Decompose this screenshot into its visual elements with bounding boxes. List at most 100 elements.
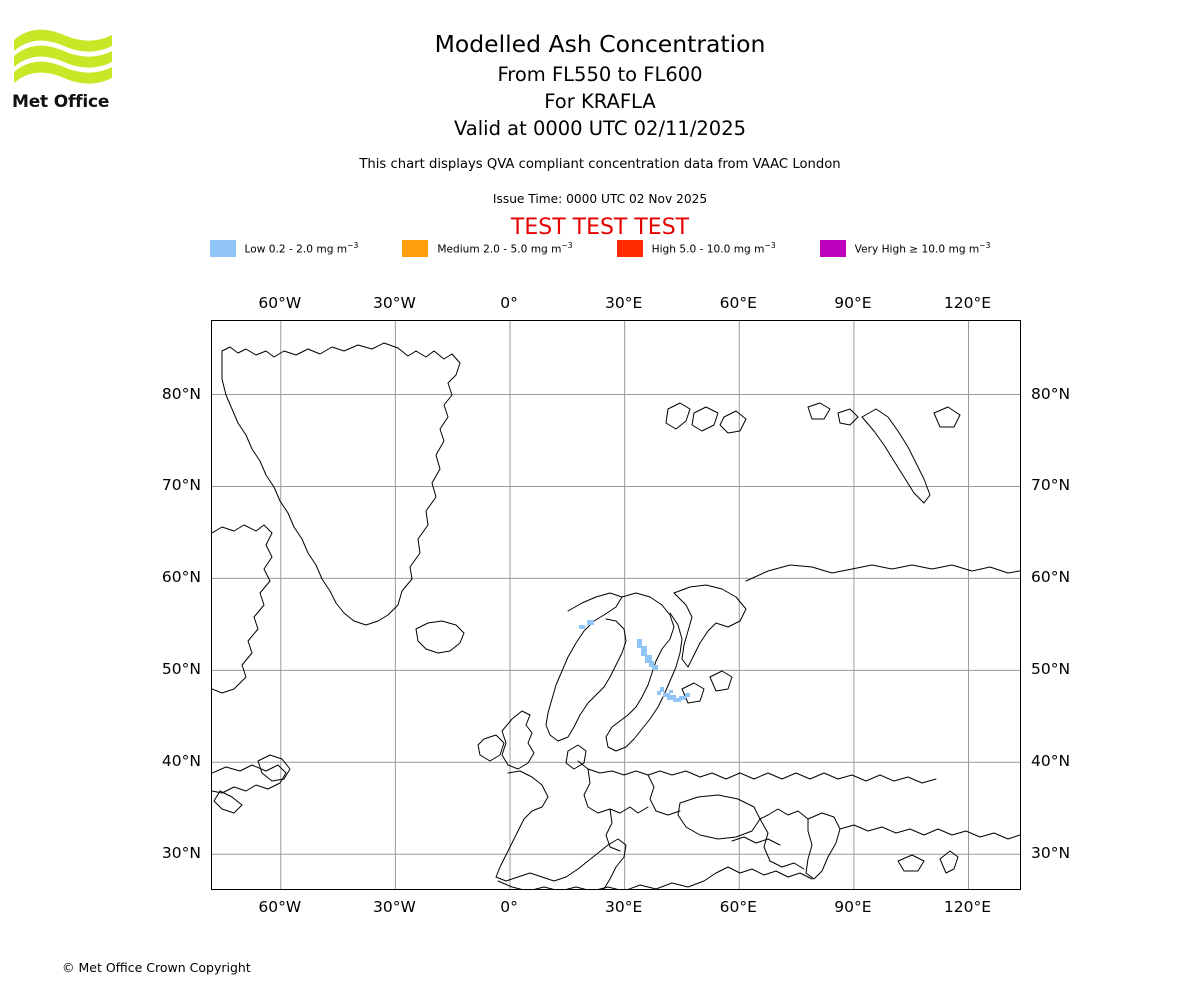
- central-asia-border: [839, 824, 1020, 840]
- novaya-zemlya-outline: [861, 408, 931, 504]
- baffin-labrador-coast: [212, 524, 273, 694]
- lake-baikal-outline: [939, 850, 959, 874]
- ukraine-border: [647, 774, 681, 816]
- volcano-name-line: For KRAFLA: [544, 90, 656, 113]
- copyright-notice: © Met Office Crown Copyright: [62, 960, 251, 975]
- met-office-logo: [12, 26, 122, 114]
- baltic-south-border: [577, 760, 673, 776]
- met-office-logo-text: Met Office: [12, 92, 110, 112]
- svalbard-outline: [665, 402, 691, 430]
- legend-very-high-label: Very High ≥ 10.0 mg m−3: [854, 241, 991, 256]
- lat-tick-right: 30°N: [1031, 844, 1071, 863]
- legend-medium: Medium 2.0 - 5.0 mg m−3: [402, 240, 573, 257]
- lon-tick-top: 30°E: [605, 294, 643, 312]
- svalbard-nordaustlandet-outline: [719, 410, 747, 434]
- ash-patch: [637, 639, 642, 648]
- legend-high: High 5.0 - 10.0 mg m−3: [616, 240, 776, 257]
- turkey-border: [731, 836, 781, 846]
- severnaya-zemlya-outline: [933, 406, 961, 428]
- legend-medium-label: Medium 2.0 - 5.0 mg m−3: [437, 241, 573, 256]
- lat-tick-right: 80°N: [1031, 384, 1071, 403]
- lat-tick-right: 70°N: [1031, 476, 1071, 495]
- italy-outline: [565, 838, 627, 889]
- lat-tick-left: 30°N: [161, 844, 201, 863]
- norway-west-coast: [545, 592, 627, 742]
- ash-patch: [587, 620, 594, 625]
- lat-tick-left: 70°N: [161, 476, 201, 495]
- franz-josef-land-east-outline: [837, 408, 859, 426]
- map-graphic: [212, 321, 1020, 889]
- black-sea-outline: [677, 794, 761, 840]
- central-europe-borders: [583, 768, 649, 814]
- denmark-outline: [565, 744, 587, 770]
- franz-josef-land-outline: [807, 402, 831, 420]
- iberia-france-coast: [495, 770, 567, 882]
- lon-tick-top: 90°E: [834, 294, 872, 312]
- middle-east-border: [703, 866, 813, 882]
- lake-onega-outline: [709, 670, 733, 692]
- ash-patch: [667, 695, 676, 700]
- lon-tick-bottom: 0°: [500, 898, 518, 916]
- iceland-outline: [415, 620, 465, 654]
- great-britain-outline: [501, 710, 535, 770]
- flight-level-line: From FL550 to FL600: [497, 63, 703, 86]
- coastlines: [212, 342, 1020, 889]
- svalbard-east-outline: [691, 406, 719, 432]
- russia-arctic-coast: [745, 564, 1020, 582]
- ash-patch: [645, 655, 652, 663]
- ash-patch: [679, 696, 686, 700]
- ash-concentration-overlay: [579, 620, 690, 702]
- caucasus-border: [759, 818, 805, 870]
- legend-low: Low 0.2 - 2.0 mg m−3: [209, 240, 359, 257]
- finland-bothnia-coast: [605, 592, 683, 752]
- legend-high-swatch: [616, 240, 643, 257]
- concentration-legend: Low 0.2 - 2.0 mg m−3 Medium 2.0 - 5.0 mg …: [0, 240, 1200, 257]
- valid-time-line: Valid at 0000 UTC 02/11/2025: [453, 117, 747, 140]
- graticule: [212, 321, 1020, 889]
- map-frame[interactable]: [211, 320, 1021, 890]
- ash-patch: [657, 691, 661, 695]
- ash-patch: [660, 687, 664, 692]
- lake-ladoga-outline: [681, 682, 705, 704]
- legend-high-label: High 5.0 - 10.0 mg m−3: [651, 241, 776, 256]
- ash-patch: [652, 665, 658, 670]
- lon-tick-bottom: 30°E: [605, 898, 643, 916]
- legend-low-label: Low 0.2 - 2.0 mg m−3: [244, 241, 359, 256]
- lon-tick-top: 120°E: [943, 294, 992, 312]
- lat-tick-left: 60°N: [161, 568, 201, 587]
- logo-waves-icon: [14, 29, 112, 84]
- lon-tick-top: 60°E: [719, 294, 757, 312]
- ash-patch: [649, 661, 654, 667]
- lat-tick-right: 50°N: [1031, 660, 1071, 679]
- nova-scotia-outline: [213, 790, 243, 814]
- ash-patch: [579, 625, 585, 629]
- legend-very-high-swatch: [819, 240, 846, 257]
- balkans-borders: [605, 808, 621, 852]
- lon-tick-top: 0°: [500, 294, 518, 312]
- map-container: 60°W 30°W 0° 30°E 60°E 90°E 120°E 60°W 30°W 0° 30…: [162, 294, 1070, 916]
- test-banner: TEST TEST TEST: [510, 215, 690, 240]
- legend-medium-swatch: [402, 240, 429, 257]
- lat-tick-right: 60°N: [1031, 568, 1071, 587]
- lon-tick-bottom: 60°E: [719, 898, 757, 916]
- lon-tick-bottom: 60°W: [258, 898, 302, 916]
- newfoundland-outline: [257, 754, 291, 782]
- gulf-st-lawrence-coast: [212, 764, 287, 794]
- ash-patch: [685, 693, 690, 697]
- russia-south-border: [671, 770, 937, 784]
- kola-white-sea-coast: [673, 584, 747, 668]
- lat-tick-left: 50°N: [161, 660, 201, 679]
- lon-tick-top: 30°W: [372, 294, 416, 312]
- lon-tick-top: 60°W: [258, 294, 302, 312]
- issue-time: Issue Time: 0000 UTC 02 Nov 2025: [492, 192, 708, 206]
- lon-tick-bottom: 90°E: [834, 898, 872, 916]
- lat-tick-right: 40°N: [1031, 752, 1071, 771]
- ash-patch: [669, 690, 673, 693]
- greenland-outline: [221, 342, 461, 626]
- qva-note: This chart displays QVA compliant concen…: [359, 157, 841, 172]
- page-title: Modelled Ash Concentration: [434, 30, 766, 58]
- ash-patch: [641, 646, 647, 656]
- lat-tick-left: 40°N: [161, 752, 201, 771]
- legend-very-high: Very High ≥ 10.0 mg m−3: [819, 240, 991, 257]
- lon-tick-bottom: 30°W: [372, 898, 416, 916]
